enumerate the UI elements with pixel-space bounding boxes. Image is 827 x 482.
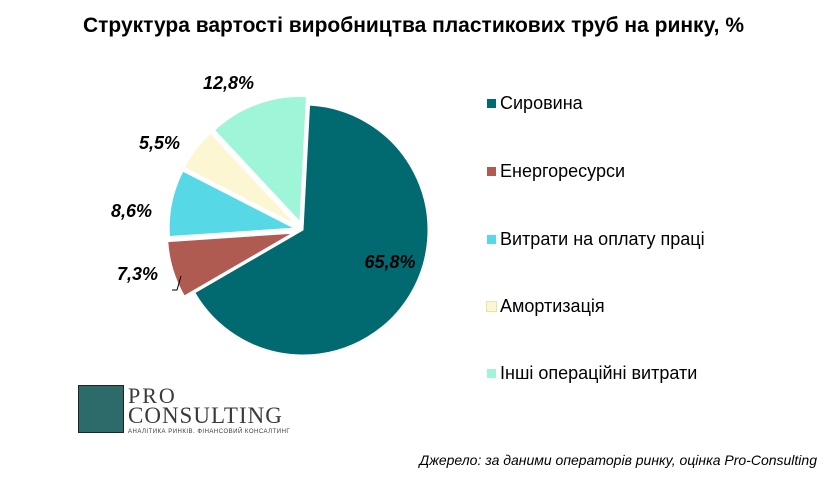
- data-label-1: 65,8%: [364, 252, 415, 272]
- pie-slice-3: [168, 170, 297, 238]
- pie-slice-1: [194, 104, 429, 356]
- legend-label: Витрати на оплату праці: [500, 229, 705, 249]
- legend-swatch: [487, 235, 496, 244]
- pie-slice-4: [183, 132, 297, 226]
- legend-item-4: Амортизація: [486, 296, 605, 317]
- data-label-5: 12,8%: [203, 73, 254, 93]
- legend-item-2: Енергоресурси: [487, 161, 625, 182]
- legend-swatch: [487, 99, 496, 108]
- legend-item-5: Інші операційні витрати: [487, 363, 697, 384]
- chart-title: Структура вартості виробництва пластиков…: [82, 14, 745, 37]
- logo-tagline: АНАЛІТИКА РИНКІВ. ФІНАНСОВИЙ КОНСАЛТИНГ: [128, 429, 291, 435]
- pie-slice-5: [213, 96, 307, 223]
- logo-consulting-text: CONSULTING: [128, 403, 283, 428]
- legend-swatch: [487, 167, 496, 176]
- logo-pro-text: PRO: [128, 383, 177, 408]
- data-label-2: 7,3%: [117, 264, 158, 284]
- legend-label: Енергоресурси: [500, 161, 626, 181]
- pro-consulting-logo: PRO CONSULTING АНАЛІТИКА РИНКІВ. ФІНАНСО…: [78, 383, 308, 435]
- logo-emblem-icon: [78, 385, 124, 433]
- legend-swatch: [487, 369, 496, 378]
- data-label-3: 8,6%: [111, 201, 152, 221]
- legend-label: Інші операційні витрати: [500, 363, 698, 383]
- data-label-4: 5,5%: [139, 133, 180, 153]
- source-note: Джерело: за даними операторів ринку, оці…: [419, 452, 817, 468]
- leader-line: [172, 275, 182, 291]
- legend-label: Амортизація: [500, 296, 605, 316]
- legend-swatch: [486, 301, 497, 312]
- legend-label: Сировина: [500, 93, 583, 113]
- pie-slice-2: [167, 232, 293, 297]
- legend-item-3: Витрати на оплату праці: [487, 229, 705, 250]
- legend-item-1: Сировина: [487, 93, 583, 114]
